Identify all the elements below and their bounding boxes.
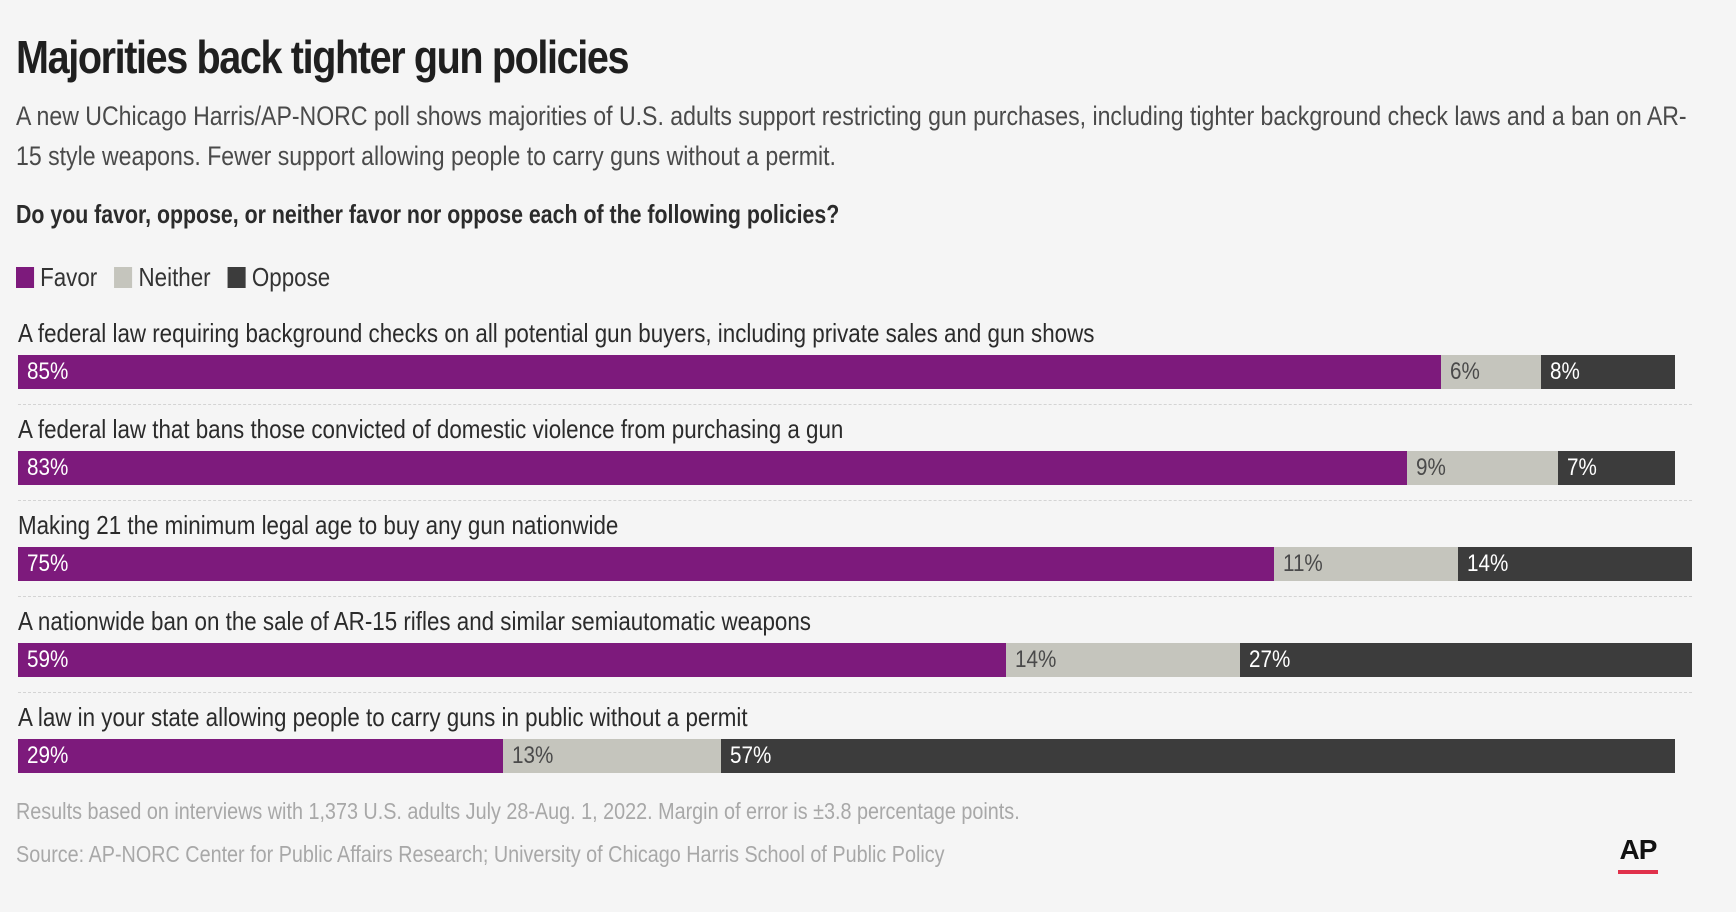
bar-segment-oppose: 14% xyxy=(1457,547,1692,581)
data-label-neither: 14% xyxy=(1014,646,1056,673)
bar-segment-neither: 13% xyxy=(503,739,722,773)
methodology-note: Results based on interviews with 1,373 U… xyxy=(16,798,1020,824)
row-divider xyxy=(18,404,1692,405)
row-divider xyxy=(18,500,1692,501)
category-label: A nationwide ban on the sale of AR-15 ri… xyxy=(18,606,811,636)
legend-swatch-oppose xyxy=(227,266,246,288)
data-label-favor: 29% xyxy=(27,742,69,769)
category-label: Making 21 the minimum legal age to buy a… xyxy=(18,510,619,540)
data-label-favor: 85% xyxy=(27,358,69,385)
stacked-bar: 83% 9% 7% xyxy=(18,451,1692,485)
category-label: A federal law that bans those convicted … xyxy=(18,414,844,444)
data-label-neither: 6% xyxy=(1449,358,1480,385)
category-label: A federal law requiring background check… xyxy=(18,318,1095,348)
bar-segment-favor: 75% xyxy=(18,547,1274,581)
bar-segment-oppose: 7% xyxy=(1558,451,1676,485)
bar-segment-oppose: 27% xyxy=(1240,643,1692,677)
bar-segment-oppose: 57% xyxy=(721,739,1676,773)
legend-label-favor: Favor xyxy=(40,261,98,292)
data-label-neither: 9% xyxy=(1416,454,1447,481)
stacked-bar: 59% 14% 27% xyxy=(18,643,1692,677)
data-label-oppose: 57% xyxy=(730,742,772,769)
source-note: Source: AP-NORC Center for Public Affair… xyxy=(16,841,945,867)
data-label-neither: 13% xyxy=(512,742,554,769)
data-label-oppose: 7% xyxy=(1567,454,1597,481)
legend-swatch-favor xyxy=(16,266,35,288)
legend-item-favor: Favor xyxy=(16,262,97,293)
ap-logo-text: AP xyxy=(1619,834,1658,865)
data-label-favor: 83% xyxy=(27,454,69,481)
chart-title: Majorities back tighter gun policies xyxy=(16,31,630,83)
legend-label-oppose: Oppose xyxy=(251,261,331,292)
bar-segment-neither: 6% xyxy=(1440,355,1542,389)
legend-item-oppose: Oppose xyxy=(227,261,331,293)
survey-question: Do you favor, oppose, or neither favor n… xyxy=(16,199,840,229)
legend-item-neither: Neither xyxy=(114,261,211,293)
row-divider xyxy=(18,596,1692,597)
data-label-oppose: 8% xyxy=(1550,358,1581,385)
bar-segment-neither: 9% xyxy=(1407,451,1559,485)
ap-logo: AP xyxy=(1618,832,1658,874)
bar-segment-oppose: 8% xyxy=(1541,355,1676,389)
data-label-oppose: 27% xyxy=(1249,646,1291,673)
bar-segment-favor: 29% xyxy=(18,739,504,773)
legend-swatch-neither xyxy=(114,266,133,288)
bar-segment-neither: 11% xyxy=(1273,547,1458,581)
category-label: A law in your state allowing people to c… xyxy=(18,702,748,732)
row-divider xyxy=(18,692,1692,693)
bar-segment-favor: 59% xyxy=(18,643,1006,677)
legend: Favor Neither Oppose xyxy=(16,262,330,292)
bar-segment-neither: 14% xyxy=(1005,643,1241,677)
stacked-bar: 85% 6% 8% xyxy=(18,355,1692,389)
stacked-bar: 75% 11% 14% xyxy=(18,547,1692,581)
legend-label-neither: Neither xyxy=(138,261,211,292)
ap-logo-underline xyxy=(1618,870,1658,874)
chart-container: Majorities back tighter gun policies A n… xyxy=(16,0,1692,912)
bar-segment-favor: 85% xyxy=(18,355,1441,389)
chart-subtitle: A new UChicago Harris/AP-NORC poll shows… xyxy=(16,101,1687,171)
data-label-favor: 75% xyxy=(27,550,69,577)
bar-segment-favor: 83% xyxy=(18,451,1408,485)
data-label-favor: 59% xyxy=(27,646,69,673)
stacked-bar: 29% 13% 57% xyxy=(18,739,1692,773)
data-label-neither: 11% xyxy=(1282,550,1323,577)
data-label-oppose: 14% xyxy=(1466,550,1508,577)
